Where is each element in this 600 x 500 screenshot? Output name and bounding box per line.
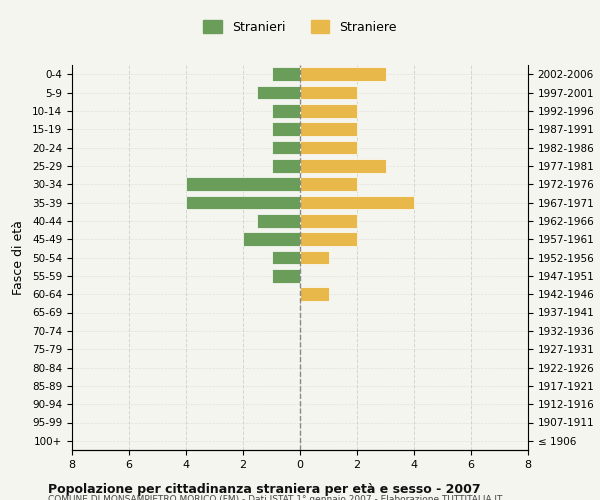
Bar	[300, 178, 357, 191]
Y-axis label: Fasce di età: Fasce di età	[12, 220, 25, 295]
Bar	[300, 232, 357, 246]
Bar	[300, 68, 386, 81]
Bar	[300, 196, 414, 209]
Bar	[271, 140, 300, 154]
Text: COMUNE DI MONSAMPIETRO MORICO (FM) - Dati ISTAT 1° gennaio 2007 - Elaborazione T: COMUNE DI MONSAMPIETRO MORICO (FM) - Dat…	[48, 495, 502, 500]
Bar	[271, 269, 300, 282]
Bar	[257, 214, 300, 228]
Text: Popolazione per cittadinanza straniera per età e sesso - 2007: Popolazione per cittadinanza straniera p…	[48, 482, 481, 496]
Y-axis label: Anni di nascita: Anni di nascita	[598, 211, 600, 304]
Bar	[300, 288, 329, 301]
Bar	[186, 178, 300, 191]
Bar	[300, 214, 357, 228]
Bar	[186, 196, 300, 209]
Legend: Stranieri, Straniere: Stranieri, Straniere	[198, 15, 402, 38]
Bar	[271, 122, 300, 136]
Bar	[271, 104, 300, 118]
Bar	[300, 159, 386, 172]
Bar	[271, 68, 300, 81]
Bar	[300, 104, 357, 118]
Bar	[300, 122, 357, 136]
Bar	[257, 86, 300, 100]
Bar	[243, 232, 300, 246]
Bar	[300, 86, 357, 100]
Bar	[271, 250, 300, 264]
Bar	[300, 140, 357, 154]
Bar	[271, 159, 300, 172]
Bar	[300, 250, 329, 264]
